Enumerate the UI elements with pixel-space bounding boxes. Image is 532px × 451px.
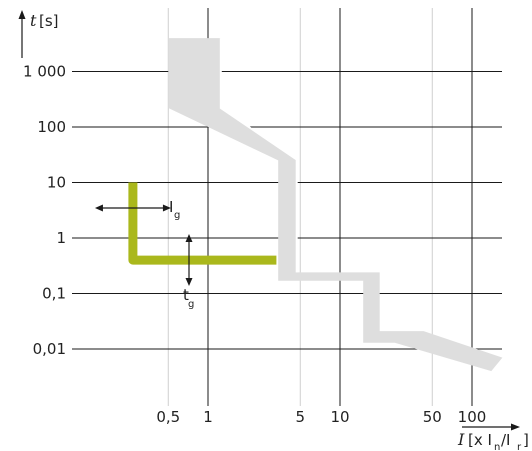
x-axis-unit-slash: /I — [501, 431, 510, 449]
x-axis-arrowhead — [511, 423, 520, 431]
x-tick-label: 5 — [295, 408, 305, 426]
x-axis-symbol: I — [457, 430, 465, 449]
x-axis-unit-close: ] — [523, 431, 529, 449]
tg-arrowhead-down — [185, 278, 193, 286]
x-tick-label: 1 — [203, 408, 213, 426]
curve-areas — [128, 38, 503, 372]
band-separator — [219, 38, 298, 273]
x-tick-label: 10 — [330, 408, 349, 426]
x-axis-unit-sub-r: r — [517, 442, 522, 451]
ground-fault-curve — [128, 182, 277, 265]
x-tick-labels: 0,5 1 5 10 50 100 — [156, 408, 486, 426]
x-tick-label: 0,5 — [156, 408, 180, 426]
axes — [18, 10, 520, 431]
x-axis-title: I [x I n /I r ] — [457, 430, 529, 451]
y-tick-label: 100 — [37, 118, 66, 136]
y-tick-label: 10 — [47, 174, 66, 192]
y-axis-title: t [s] — [30, 11, 59, 30]
ig-label-sub: g — [174, 210, 180, 221]
tg-label-sub: g — [188, 299, 194, 310]
y-tick-labels: 1 000 100 10 1 0,1 0,01 — [23, 63, 66, 359]
y-tick-label: 1 000 — [23, 63, 66, 81]
ig-arrowhead-left — [94, 204, 103, 212]
ig-label: I — [169, 198, 173, 216]
x-axis-unit-sub-n: n — [494, 442, 500, 451]
y-tick-label: 1 — [56, 229, 66, 247]
x-tick-label: 100 — [458, 408, 487, 426]
y-axis-symbol: t — [30, 11, 37, 30]
y-tick-label: 0,1 — [42, 285, 66, 303]
breaker-tolerance-band — [168, 38, 503, 372]
ig-arrowhead-right — [162, 204, 171, 212]
x-tick-label: 50 — [423, 408, 442, 426]
y-axis-arrowhead — [18, 10, 26, 19]
y-axis-unit: [s] — [39, 12, 59, 30]
x-axis-unit-open: [x I — [468, 431, 492, 449]
y-tick-label: 0,01 — [33, 340, 66, 358]
tg-arrowhead-up — [185, 234, 193, 242]
tg-label: t — [183, 286, 189, 304]
